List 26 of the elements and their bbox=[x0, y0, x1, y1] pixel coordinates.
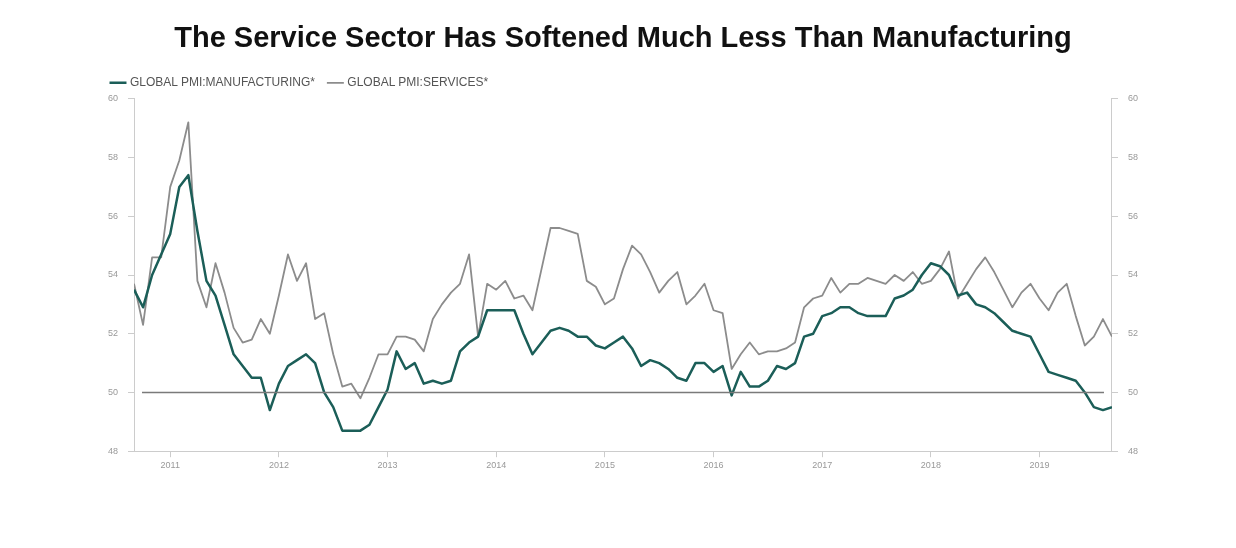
y-tick-label: 60 bbox=[108, 93, 119, 104]
y2-tick-label: 48 bbox=[1127, 445, 1138, 456]
x-tick-label: 2013 bbox=[377, 460, 398, 471]
x-tick-label: 2017 bbox=[812, 460, 833, 471]
x-tick-label: 2015 bbox=[594, 460, 615, 471]
y-tick-label: 56 bbox=[108, 210, 119, 221]
legend-label: GLOBAL PMI:MANUFACTURING* bbox=[130, 75, 316, 90]
x-tick-label: 2019 bbox=[1029, 460, 1050, 471]
y-tick-label: 54 bbox=[108, 269, 119, 280]
y-tick-label: 58 bbox=[108, 152, 119, 163]
y2-tick-label: 52 bbox=[1127, 328, 1138, 339]
x-tick-label: 2018 bbox=[920, 460, 941, 471]
x-tick-label: 2012 bbox=[268, 460, 289, 471]
y2-tick-label: 60 bbox=[1127, 93, 1138, 104]
y2-tick-label: 54 bbox=[1127, 269, 1138, 280]
y2-tick-label: 50 bbox=[1127, 386, 1138, 397]
x-tick-label: 2014 bbox=[486, 460, 507, 471]
x-tick-label: 2016 bbox=[703, 460, 724, 471]
legend-label: GLOBAL PMI:SERVICES* bbox=[347, 75, 489, 90]
x-tick-label: 2011 bbox=[160, 460, 180, 471]
y-tick-label: 48 bbox=[108, 445, 119, 456]
y-tick-label: 50 bbox=[108, 386, 119, 397]
chart-title: The Service Sector Has Softened Much Less Than Manufacturing bbox=[174, 21, 1072, 54]
y2-tick-label: 58 bbox=[1127, 152, 1138, 163]
y2-tick-label: 56 bbox=[1127, 210, 1138, 221]
y-tick-label: 52 bbox=[108, 328, 119, 339]
